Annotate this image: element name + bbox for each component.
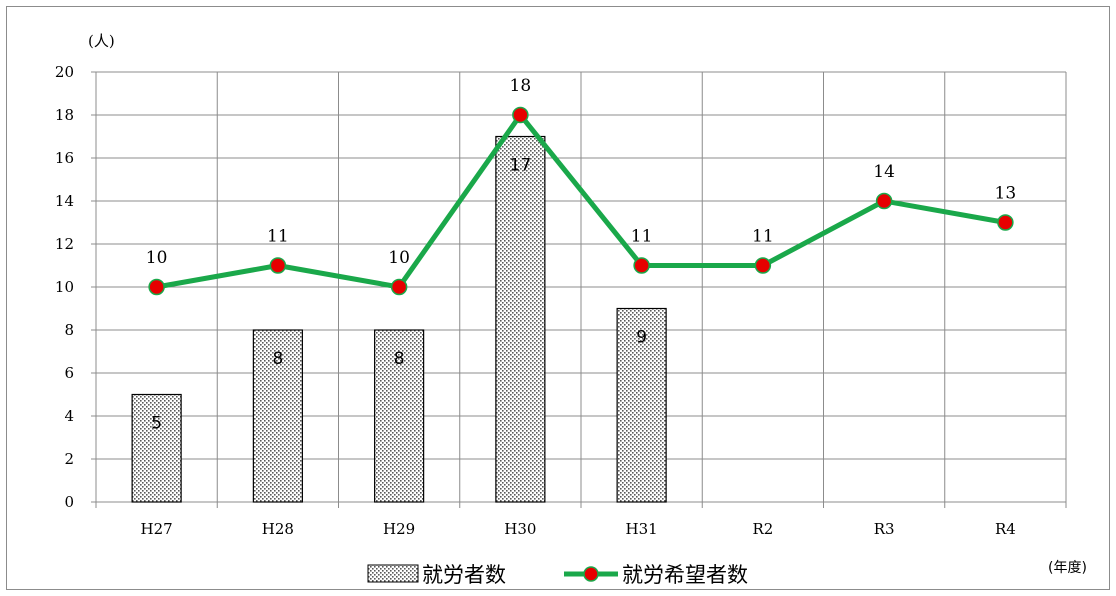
- y-tick-label: 12: [55, 235, 74, 253]
- bar: [252, 329, 303, 503]
- line-marker: [390, 278, 408, 296]
- line-data-label: 10: [146, 248, 168, 268]
- bar-data-label: 9: [636, 328, 647, 348]
- line-data-label: 10: [388, 248, 410, 268]
- x-tick-label: H27: [141, 520, 173, 538]
- bar: [374, 329, 425, 503]
- line-marker: [875, 192, 893, 210]
- line-marker: [997, 214, 1014, 231]
- y-tick-label: 16: [55, 149, 74, 167]
- bar: [616, 307, 667, 503]
- bar-data-label: 8: [272, 349, 283, 369]
- x-tick-label: H31: [626, 520, 658, 538]
- line-data-label: 11: [267, 227, 289, 247]
- y-tick-label: 14: [55, 192, 74, 210]
- legend-bar-swatch: [367, 564, 419, 583]
- bar-series: [131, 135, 667, 503]
- y-tick-label: 8: [64, 321, 74, 339]
- line-marker: [512, 106, 529, 124]
- line-marker: [754, 257, 772, 274]
- x-tick-label: R4: [995, 520, 1016, 538]
- x-tick-label: R2: [752, 520, 773, 538]
- legend-label-line: 就労希望者数: [622, 563, 748, 587]
- legend-line-marker: [583, 566, 599, 582]
- y-tick-label: 18: [55, 106, 74, 124]
- y-tick-label: 2: [64, 450, 74, 468]
- line-data-label: 11: [631, 227, 653, 247]
- line-data-label: 18: [510, 76, 532, 96]
- y-tick-label: 0: [64, 493, 74, 511]
- bar: [495, 135, 546, 503]
- gridlines: [96, 71, 1067, 502]
- bar: [131, 393, 182, 503]
- line-marker: [633, 257, 650, 274]
- legend-label-bars: 就労者数: [422, 563, 506, 587]
- x-tick-label: R3: [874, 520, 895, 538]
- y-unit-label: (人): [88, 32, 115, 50]
- x-tick-label: H29: [383, 520, 415, 538]
- chart-frame: [6, 6, 1110, 590]
- data-labels: 5 8 8 17 9 10 11 10 18 11 11 14 13: [146, 76, 1016, 434]
- x-tick-label: H28: [262, 520, 294, 538]
- line-data-label: 14: [873, 162, 895, 182]
- bar-data-label: 17: [510, 156, 532, 176]
- y-tick-label: 6: [64, 364, 74, 382]
- y-tick-label: 4: [64, 407, 74, 425]
- bar-data-label: 8: [394, 349, 405, 369]
- line-data-label: 13: [995, 184, 1017, 204]
- x-unit-label: (年度): [1048, 560, 1087, 576]
- line-marker: [269, 257, 287, 274]
- x-tick-label: H30: [504, 520, 536, 538]
- line-data-label: 11: [752, 227, 774, 247]
- line-series: [148, 106, 1014, 296]
- y-tick-label: 10: [55, 278, 74, 296]
- bar-data-label: 5: [151, 414, 162, 434]
- y-tick-label: 20: [55, 63, 74, 81]
- series-line: [156, 112, 1006, 290]
- axes: [91, 71, 1067, 508]
- legend: 就労者数 就労希望者数: [367, 563, 748, 587]
- line-marker: [148, 278, 165, 296]
- tick-labels: 0 2 4 6 8 10 12 14 16 18 20 H27 H28 H29 H30 H31 R2 R3 R4: [55, 63, 1016, 538]
